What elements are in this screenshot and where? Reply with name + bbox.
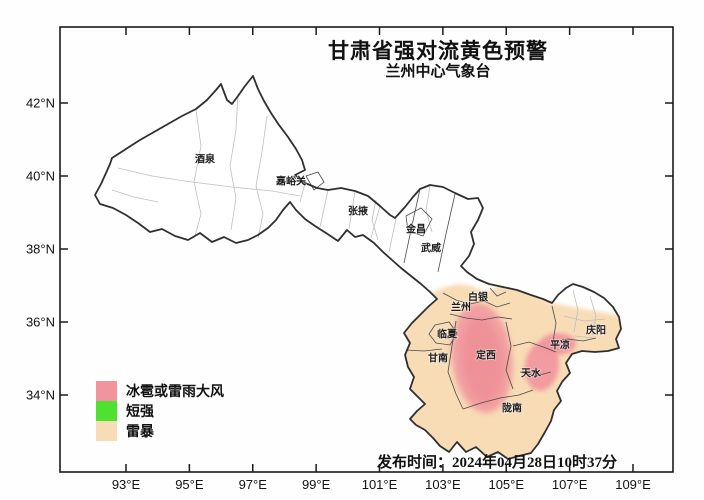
city-label: 定西	[476, 349, 496, 362]
hail-region-dingxi	[451, 303, 513, 413]
city-label: 张掖	[348, 205, 369, 218]
tick-label: 105°E	[488, 477, 524, 492]
tick-label: 38°N	[26, 242, 55, 257]
city-label: 酒泉	[195, 153, 216, 166]
legend-label: 短强	[126, 405, 154, 420]
axis-labels: 93°E 95°E 97°E 99°E 101°E 103°E 105°E 107°E 109°…	[26, 96, 651, 493]
tick-label: 103°E	[425, 477, 461, 492]
city-label: 金昌	[405, 223, 426, 236]
tick-label: 34°N	[26, 388, 55, 403]
issue-time: 发布时间：2024年04月28日10时37分	[377, 455, 618, 471]
city-label: 甘南	[428, 352, 448, 365]
axis-ticks	[60, 27, 673, 472]
legend-item-hail: 冰雹或雷雨大风	[96, 381, 224, 401]
tick-label: 109°E	[615, 477, 651, 492]
prefecture-borders-dark	[305, 171, 597, 410]
tick-label: 107°E	[552, 477, 588, 492]
legend-swatch-2	[96, 421, 117, 441]
tick-label: 36°N	[26, 315, 55, 330]
city-label: 陇南	[502, 402, 522, 415]
map-legend: 冰雹或雷雨大风 短强 雷暴	[96, 381, 224, 441]
city-label: 兰州	[451, 301, 471, 314]
tick-label: 42°N	[26, 96, 55, 111]
tick-label: 40°N	[26, 169, 55, 184]
city-label: 白银	[468, 291, 489, 304]
tick-label: 97°E	[239, 477, 268, 492]
page-subtitle: 兰州中心气象台	[385, 64, 491, 80]
legend-item-thunderstorm: 雷暴	[96, 421, 224, 441]
legend-item-short-strong: 短强	[96, 401, 224, 421]
legend-swatch-1	[96, 401, 117, 421]
city-label: 庆阳	[585, 324, 606, 337]
tick-label: 99°E	[302, 477, 331, 492]
province-outline	[94, 75, 622, 460]
legend-label: 雷暴	[126, 425, 154, 440]
prefecture-borders-light	[111, 93, 606, 339]
city-label: 嘉峪关	[275, 175, 306, 188]
city-label: 临夏	[437, 328, 458, 341]
hail-blob-core	[461, 318, 503, 402]
city-label: 平凉	[550, 339, 570, 352]
legend-swatch-0	[96, 381, 117, 401]
page-title: 甘肃省强对流黄色预警	[328, 39, 548, 63]
tick-label: 95°E	[175, 477, 204, 492]
city-label: 武威	[421, 242, 441, 255]
city-label: 天水	[521, 367, 542, 380]
legend-label: 冰雹或雷雨大风	[126, 385, 224, 400]
tick-label: 101°E	[362, 477, 398, 492]
tick-label: 93°E	[112, 477, 141, 492]
